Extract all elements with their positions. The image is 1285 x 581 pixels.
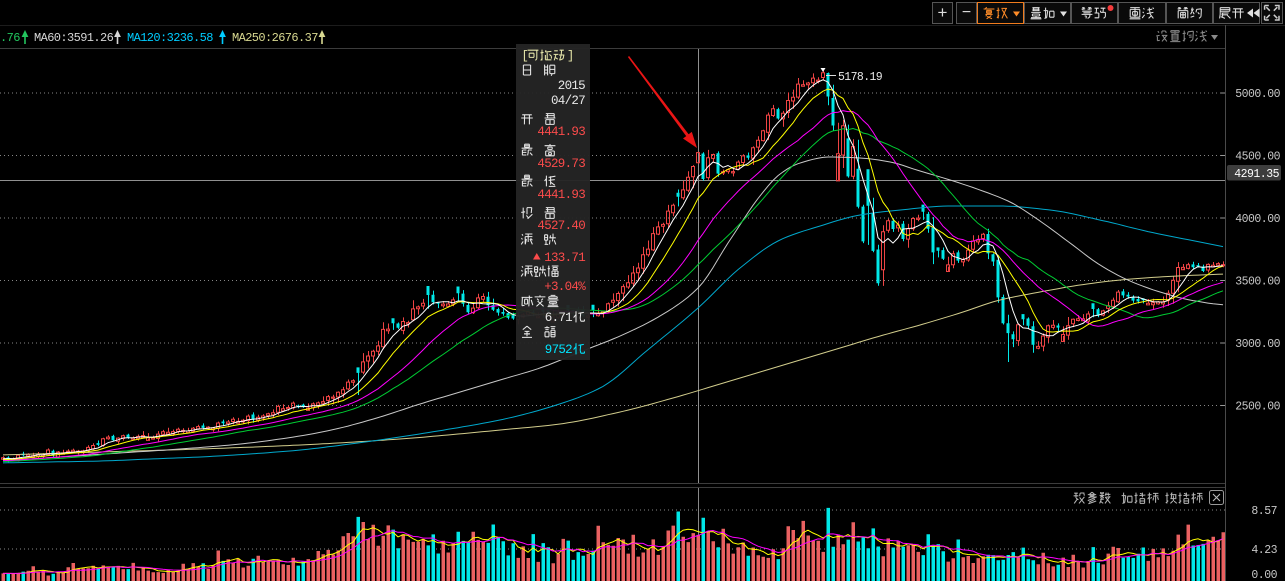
- svg-text:8.57: 8.57: [1251, 505, 1277, 518]
- svg-text:4.23: 4.23: [1251, 544, 1277, 557]
- svg-text:5000.00: 5000.00: [1235, 88, 1280, 101]
- svg-text:[: [: [522, 49, 529, 63]
- svg-text:MA60:3591.26: MA60:3591.26: [34, 31, 114, 45]
- svg-text:9752: 9752: [545, 343, 572, 357]
- svg-text:6.71: 6.71: [545, 311, 572, 325]
- svg-text:133.71: 133.71: [544, 251, 585, 265]
- svg-text:−: −: [962, 4, 971, 21]
- svg-text:4000.00: 4000.00: [1235, 213, 1280, 226]
- svg-text:+3.04%: +3.04%: [544, 280, 586, 294]
- svg-text:4291.35: 4291.35: [1234, 168, 1279, 181]
- svg-text:+: +: [938, 3, 948, 22]
- svg-text:4527.40: 4527.40: [537, 219, 585, 233]
- svg-text:4500.00: 4500.00: [1235, 151, 1280, 164]
- svg-text:0.00: 0.00: [1251, 569, 1277, 581]
- svg-text:5178.19: 5178.19: [838, 71, 883, 84]
- svg-text:]: ]: [567, 49, 574, 63]
- svg-text:4441.93: 4441.93: [537, 125, 585, 139]
- svg-text:4529.73: 4529.73: [537, 157, 585, 171]
- svg-text:3500.00: 3500.00: [1235, 276, 1280, 289]
- svg-text:04/27: 04/27: [551, 94, 585, 108]
- svg-text:3000.00: 3000.00: [1235, 338, 1280, 351]
- svg-text:2015: 2015: [558, 79, 585, 93]
- svg-text:MA120:3236.58: MA120:3236.58: [127, 31, 213, 45]
- svg-text:.76: .76: [0, 31, 20, 45]
- svg-text:2500.00: 2500.00: [1235, 401, 1280, 414]
- svg-text:MA250:2676.37: MA250:2676.37: [232, 31, 318, 45]
- svg-text:4441.93: 4441.93: [537, 188, 585, 202]
